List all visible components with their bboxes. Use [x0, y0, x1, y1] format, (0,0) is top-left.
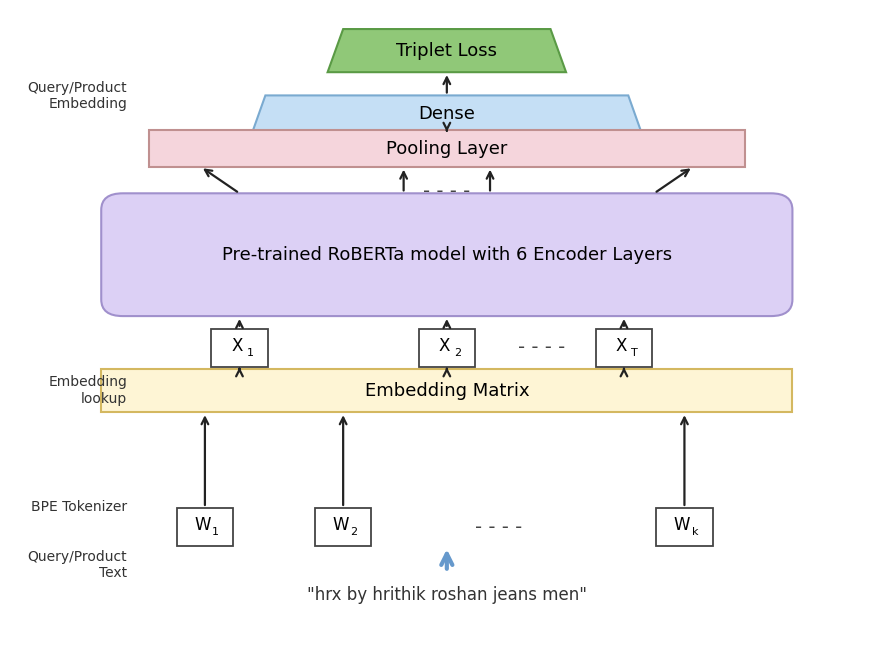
Bar: [177, 508, 233, 546]
Text: Query/Product
Text: Query/Product Text: [27, 550, 127, 580]
Text: X: X: [615, 337, 627, 355]
Bar: [148, 130, 745, 167]
Text: Pooling Layer: Pooling Layer: [386, 140, 508, 157]
Text: Triplet Loss: Triplet Loss: [396, 42, 497, 60]
Text: - - - -: - - - -: [518, 339, 565, 358]
Text: X: X: [439, 337, 450, 355]
Text: "hrx by hrithik roshan jeans men": "hrx by hrithik roshan jeans men": [306, 586, 587, 604]
Text: W: W: [674, 516, 691, 534]
Bar: [656, 508, 713, 546]
Text: X: X: [231, 337, 243, 355]
Bar: [596, 329, 652, 367]
Text: 2: 2: [350, 528, 357, 538]
Text: 1: 1: [246, 348, 253, 358]
Bar: [102, 369, 792, 413]
Text: - - - -: - - - -: [475, 517, 523, 537]
Bar: [315, 508, 371, 546]
Text: W: W: [194, 516, 210, 534]
Text: W: W: [332, 516, 349, 534]
Bar: [211, 329, 268, 367]
Text: Pre-trained RoBERTa model with 6 Encoder Layers: Pre-trained RoBERTa model with 6 Encoder…: [222, 246, 672, 263]
Text: 1: 1: [212, 528, 219, 538]
Text: k: k: [691, 528, 698, 538]
Text: Dense: Dense: [419, 105, 475, 123]
Bar: [419, 329, 475, 367]
Text: BPE Tokenizer: BPE Tokenizer: [31, 500, 127, 514]
Polygon shape: [328, 29, 566, 72]
Text: Embedding Matrix: Embedding Matrix: [365, 382, 529, 400]
Text: Embedding
lookup: Embedding lookup: [49, 376, 127, 405]
Polygon shape: [253, 95, 641, 132]
Text: 2: 2: [454, 348, 461, 358]
Text: - - - -: - - - -: [423, 182, 471, 201]
Text: Query/Product
Embedding: Query/Product Embedding: [27, 81, 127, 111]
FancyBboxPatch shape: [102, 194, 792, 316]
Text: T: T: [631, 348, 638, 358]
